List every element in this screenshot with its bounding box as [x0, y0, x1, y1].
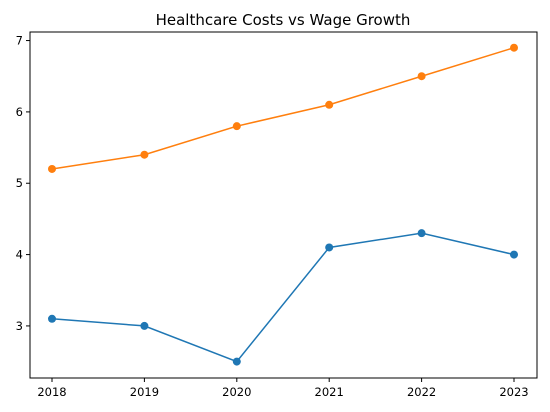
plot-area-frame — [29, 31, 538, 379]
y-axis: 3 4 5 6 7 — [16, 34, 30, 333]
series-1-point-2023 — [510, 250, 518, 259]
series-1-line — [51, 232, 515, 363]
x-tick-label-2022: 2022 — [407, 385, 436, 399]
x-axis: 2018 2019 2020 2021 2022 2023 — [37, 378, 529, 399]
series-2 — [48, 43, 518, 173]
series-1-point-2018 — [48, 314, 56, 323]
chart-title: Healthcare Costs vs Wage Growth — [156, 11, 411, 29]
y-tick-label-3: 3 — [16, 319, 23, 333]
series-2-point-2023 — [510, 43, 518, 52]
x-tick-label-2023: 2023 — [499, 385, 528, 399]
series-2-point-2021 — [325, 100, 334, 109]
series-2-point-2019 — [140, 150, 149, 159]
x-tick-label-2018: 2018 — [37, 385, 66, 399]
series-1-point-2019 — [140, 321, 149, 330]
series-1-point-2022 — [417, 229, 426, 238]
series-2-point-2022 — [417, 72, 426, 81]
y-tick-label-4: 4 — [16, 248, 23, 262]
x-tick-label-2020: 2020 — [222, 385, 251, 399]
series-1-point-2020 — [232, 357, 241, 366]
y-tick-label-6: 6 — [16, 105, 23, 119]
y-tick-label-5: 5 — [16, 176, 23, 190]
series-2-point-2018 — [48, 164, 56, 173]
series-layer — [48, 43, 518, 366]
x-tick-label-2019: 2019 — [130, 385, 159, 399]
series-2-line — [51, 46, 515, 170]
x-tick-label-2021: 2021 — [315, 385, 344, 399]
series-1 — [48, 229, 518, 366]
y-tick-label-7: 7 — [16, 34, 23, 48]
series-2-point-2020 — [232, 122, 241, 131]
series-1-point-2021 — [325, 243, 334, 252]
